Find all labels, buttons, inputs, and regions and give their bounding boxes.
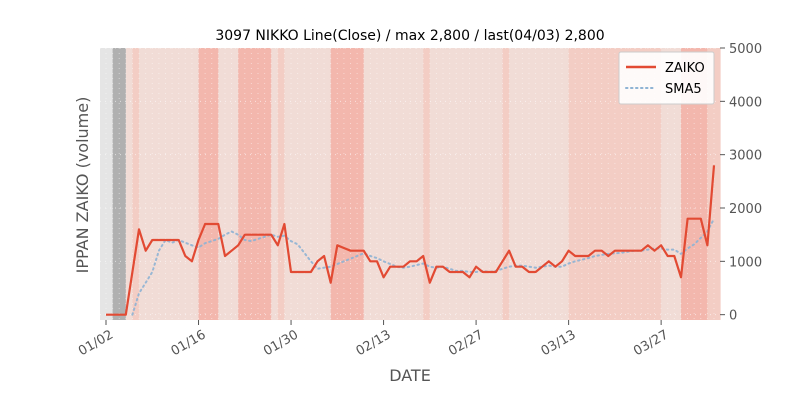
series-lines [106, 165, 716, 316]
chart-title: 3097 NIKKO Line(Close) / max 2,800 / las… [215, 28, 604, 44]
shade-band [707, 48, 721, 320]
shade-band [132, 48, 140, 320]
legend-box [618, 51, 715, 105]
x-tick-label: 02/13 [354, 327, 394, 359]
shade-band [330, 48, 364, 320]
series-sma5 [131, 217, 715, 316]
legend: ZAIKO SMA5 [618, 51, 715, 105]
y-tick-label: 2000 [729, 202, 762, 217]
plot-background [100, 48, 721, 320]
y-tick-label: 3000 [729, 149, 762, 164]
shade-band [502, 48, 510, 320]
series-zaiko [106, 165, 716, 316]
y-tick-label: 5000 [729, 42, 762, 57]
x-tick-label: 02/27 [446, 327, 486, 359]
shade-band [238, 48, 272, 320]
legend-label-sma5: SMA5 [665, 82, 702, 97]
x-axis-label: DATE [389, 366, 431, 385]
x-tick-label: 03/13 [539, 327, 579, 359]
y-tick-label: 0 [729, 309, 737, 324]
y-tick-label: 1000 [729, 255, 762, 270]
shade-band [277, 48, 285, 320]
x-tick-label: 01/30 [261, 327, 301, 359]
shade-band [423, 48, 430, 320]
x-tick-label: 01/02 [76, 327, 116, 359]
y-axis-label: IPPAN ZAIKO (volume) [73, 97, 92, 274]
x-tick-label: 03/27 [631, 327, 671, 359]
y-tick-label: 4000 [729, 95, 762, 110]
legend-label-zaiko: ZAIKO [665, 61, 705, 76]
shade-gray [112, 48, 126, 320]
grid [100, 47, 720, 320]
shade-band [198, 48, 219, 320]
x-tick-label: 01/16 [169, 327, 209, 359]
